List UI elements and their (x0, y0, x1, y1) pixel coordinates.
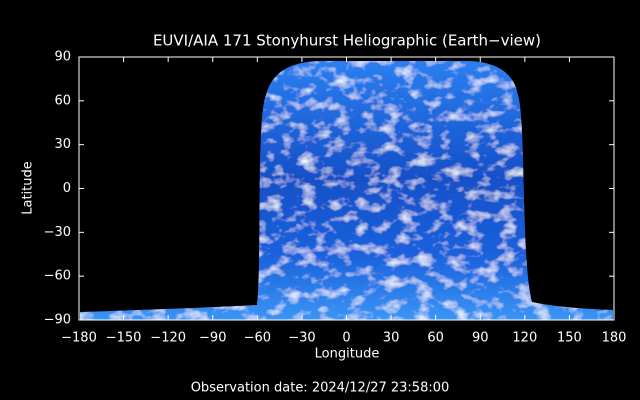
x-tick-label: −150 (106, 331, 142, 346)
y-tick-label: −60 (44, 269, 71, 284)
x-tick-label: 0 (342, 331, 350, 346)
heliographic-map (80, 61, 613, 320)
chart-title: EUVI/AIA 171 Stonyhurst Heliographic (Ea… (153, 32, 541, 50)
x-tick-label: 90 (472, 331, 489, 346)
y-tick-label: −30 (44, 225, 71, 240)
x-tick-label: 120 (512, 331, 537, 346)
x-tick-label: −90 (199, 331, 226, 346)
x-tick-label: −120 (150, 331, 186, 346)
y-axis-label: Latitude (21, 161, 36, 215)
footer: Observation date: 2024/12/27 23:58:00 (191, 381, 450, 396)
x-axis-label: Longitude (315, 347, 380, 362)
y-tick-label: 60 (54, 93, 71, 108)
x-tick-label: −30 (288, 331, 315, 346)
x-tick-label: 180 (602, 331, 627, 346)
y-tick-label: 30 (54, 137, 71, 152)
y-tick-label: −90 (44, 313, 71, 328)
y-tick-label: 0 (63, 181, 71, 196)
y-tick-label: 90 (54, 50, 71, 65)
x-tick-label: −180 (61, 331, 97, 346)
x-tick-label: −60 (244, 331, 271, 346)
x-tick-label: 150 (557, 331, 582, 346)
x-tick-label: 30 (383, 331, 400, 346)
x-tick-label: 60 (427, 331, 444, 346)
